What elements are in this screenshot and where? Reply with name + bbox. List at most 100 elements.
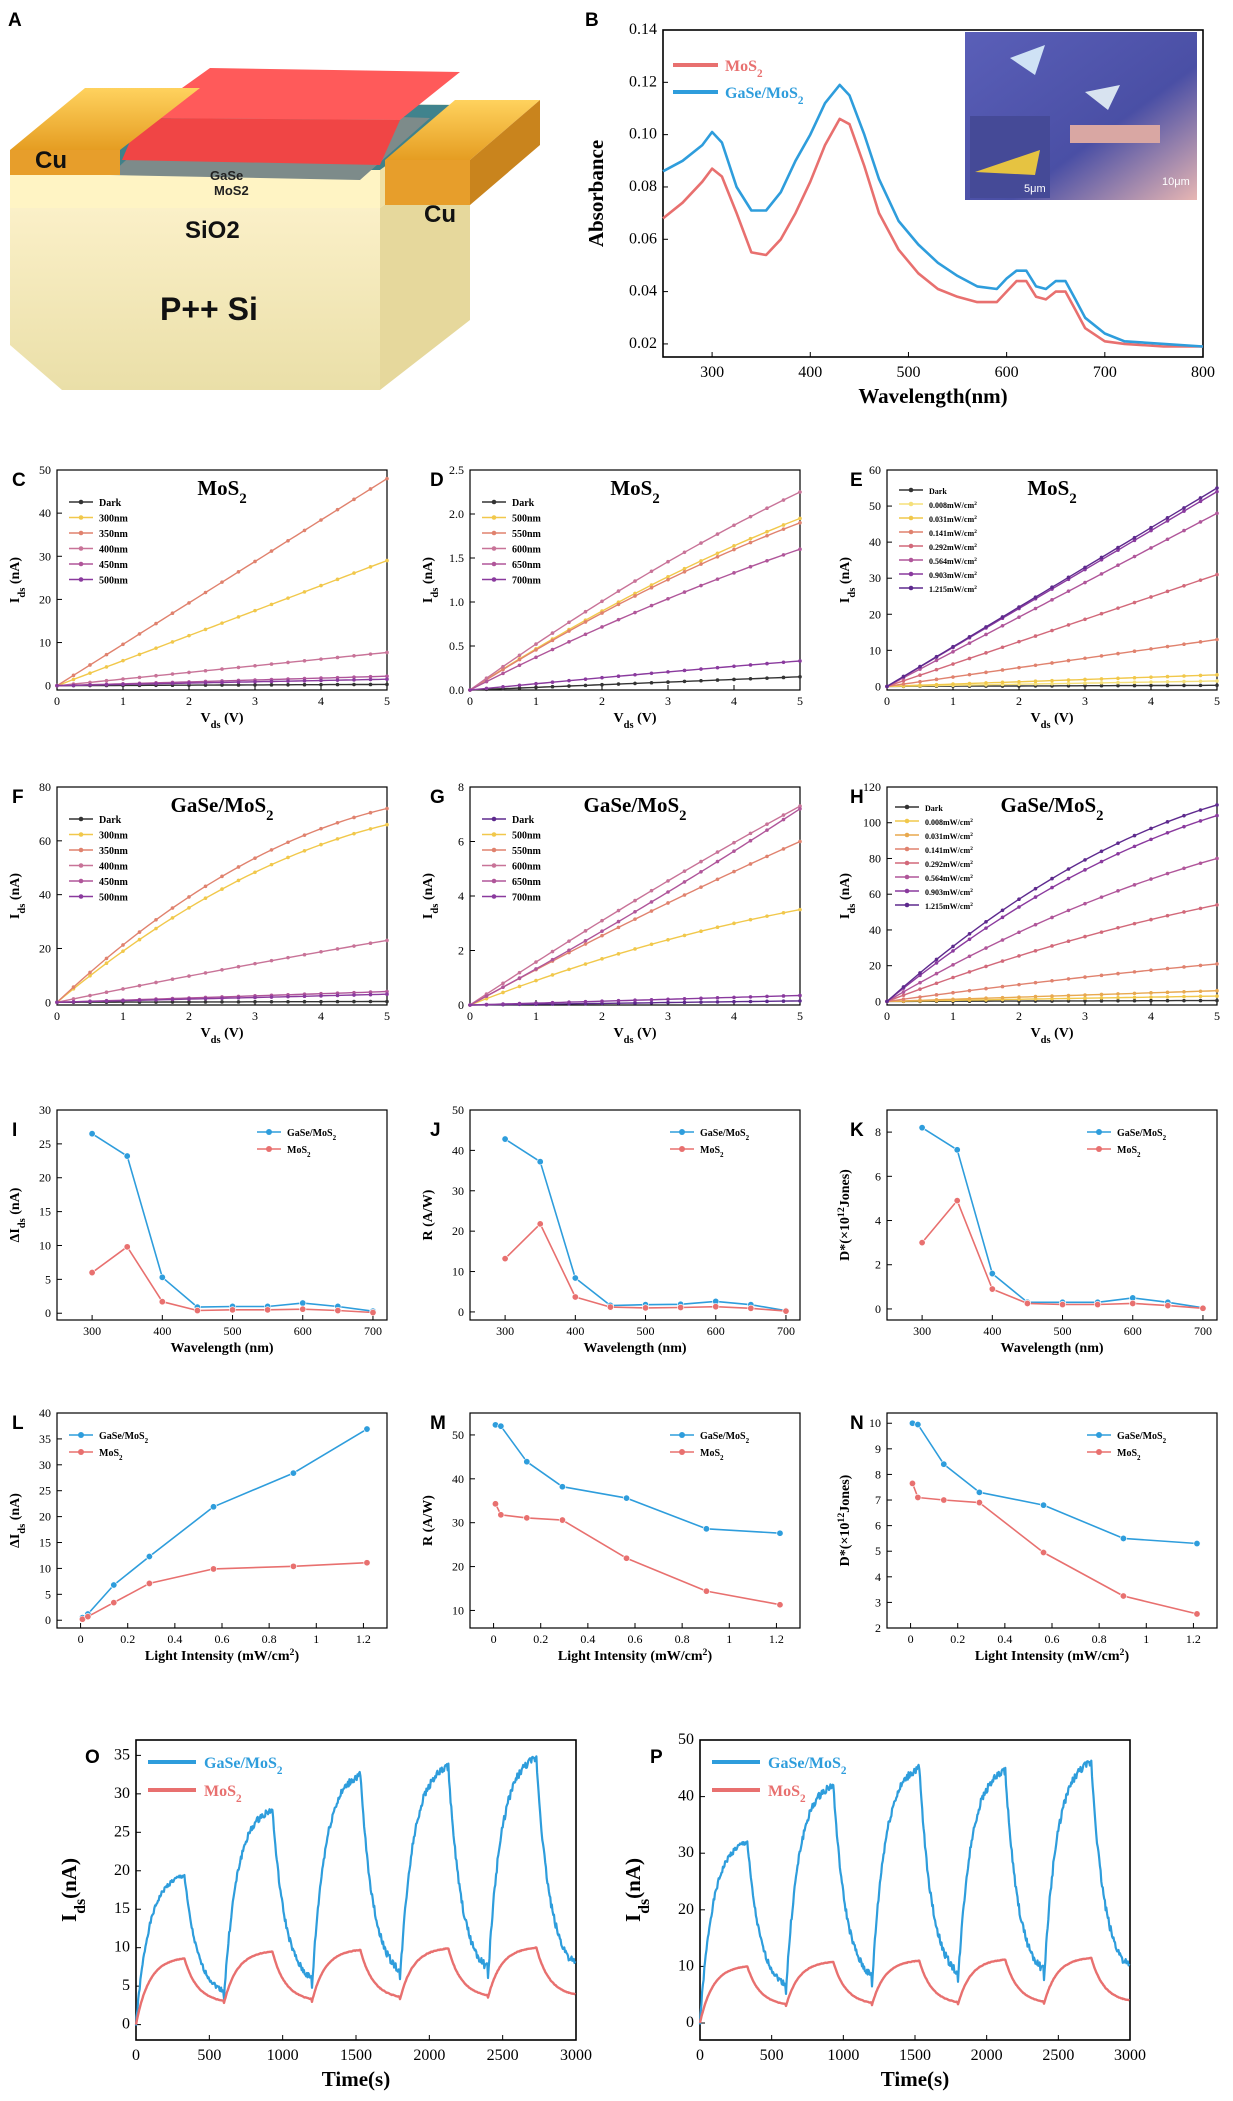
y-tick-label: 7 — [875, 1493, 881, 1507]
y-tick-label: 40 — [869, 923, 881, 937]
chart-g: 0 1 2 3 4 5 0 2 4 6 8 Vds (V) Ids (nA) G GaSe/MoS2 Dark… — [421, 780, 803, 1046]
iv-marker — [600, 625, 604, 629]
metric-line — [921, 1199, 1204, 1310]
y-axis-label: ΔIds (nA) — [8, 1187, 28, 1242]
iv-marker — [484, 994, 489, 998]
iv-marker — [798, 907, 802, 912]
iv-marker — [1033, 949, 1038, 953]
iv-marker — [666, 997, 670, 1002]
iv-marker — [154, 980, 158, 985]
iv-marker — [934, 658, 939, 663]
iv-marker — [154, 926, 158, 931]
y-tick-label: 50 — [452, 1103, 464, 1117]
iv-marker — [1000, 668, 1005, 672]
iv-marker — [286, 955, 290, 960]
legend-label: 0.031mW/cm2 — [925, 832, 973, 841]
iv-marker — [368, 990, 373, 994]
iv-marker — [1215, 637, 1219, 642]
iv-marker — [984, 920, 988, 924]
iv-marker — [269, 958, 274, 963]
iv-marker — [335, 993, 340, 998]
iv-marker — [220, 1000, 224, 1004]
metric-point — [88, 1130, 96, 1138]
y-tick-label: 20 — [452, 1224, 464, 1238]
x-tick-label: 1 — [120, 1009, 126, 1023]
iv-marker — [187, 670, 191, 675]
iv-marker — [1149, 683, 1153, 688]
iv-marker — [1132, 683, 1137, 688]
iv-marker — [1066, 678, 1071, 682]
metric-point — [84, 1613, 92, 1621]
iv-marker — [1050, 885, 1054, 890]
legend-marker — [1096, 1129, 1102, 1135]
y-tick-label: 40 — [39, 1406, 51, 1420]
iv-marker — [699, 559, 703, 563]
metric-point — [1094, 1301, 1102, 1309]
iv-marker — [732, 547, 736, 552]
iv-marker — [1000, 984, 1005, 989]
iv-marker — [1132, 538, 1137, 543]
iv-marker — [934, 993, 939, 997]
iv-marker — [137, 682, 142, 686]
chart-o: 0 500 1000 1500 2000 2500 3000 0 5 10 15 20 25 30 35 Ti… — [57, 1739, 592, 2091]
y-tick-label: 100 — [863, 816, 881, 830]
legend-label: GaSe/MoS2 — [700, 1431, 750, 1445]
iv-marker — [1215, 962, 1219, 966]
legend-marker — [491, 863, 497, 868]
legend-marker — [266, 1146, 272, 1152]
metric-point — [702, 1587, 710, 1595]
metric-point — [940, 1496, 948, 1504]
iv-marker — [1099, 611, 1104, 616]
iv-marker — [187, 633, 191, 638]
iv-marker — [1066, 658, 1071, 663]
x-tick-label: 700 — [364, 1324, 382, 1338]
iv-marker — [1017, 665, 1021, 670]
plot-frame — [886, 786, 1218, 1006]
metric-point — [988, 1285, 996, 1293]
iv-marker — [1165, 913, 1170, 918]
metric-point — [299, 1299, 307, 1307]
iv-marker — [236, 964, 241, 969]
metric-point — [88, 1269, 96, 1277]
iv-marker — [567, 640, 571, 644]
x-axis-label: Wavelength (nm) — [583, 1341, 686, 1356]
y-tick-label: 0.5 — [449, 639, 464, 653]
metric-point — [501, 1135, 509, 1143]
iv-marker — [798, 993, 802, 998]
iv-marker — [88, 993, 92, 998]
iv-marker — [154, 681, 158, 686]
iv-marker — [798, 804, 802, 808]
x-tick-label: 1500 — [340, 2047, 372, 2064]
iv-marker — [319, 842, 323, 847]
iv-marker — [220, 580, 224, 584]
iv-marker — [55, 1000, 59, 1005]
iv-marker — [748, 676, 753, 681]
iv-marker — [236, 996, 241, 1000]
iv-marker — [1000, 645, 1005, 650]
iv-marker — [616, 682, 621, 686]
legend-marker — [908, 501, 914, 507]
iv-marker — [781, 847, 786, 851]
y-tick-label: 10 — [452, 1265, 464, 1279]
x-tick-label: 2500 — [1042, 2047, 1074, 2064]
x-tick-label: 500 — [760, 2047, 784, 2064]
metric-point — [210, 1503, 218, 1511]
metric-line — [82, 1428, 368, 1619]
x-tick-label: 0.6 — [215, 1632, 230, 1646]
iv-marker — [534, 1001, 538, 1005]
iv-marker — [220, 996, 224, 1001]
y-tick-label: 0 — [122, 2016, 130, 2033]
metric-point — [918, 1239, 926, 1247]
iv-marker — [550, 949, 555, 954]
iv-marker — [335, 675, 340, 680]
x-tick-label: 3 — [665, 694, 671, 708]
iv-marker — [253, 961, 257, 966]
iv-marker — [1182, 674, 1186, 678]
iv-marker — [203, 668, 208, 673]
iv-marker — [967, 656, 972, 661]
y-tick-label: 0.08 — [629, 178, 657, 195]
iv-marker — [1165, 871, 1170, 876]
y-tick-label: 35 — [39, 1432, 51, 1446]
iv-marker — [649, 585, 654, 590]
iv-marker — [319, 826, 323, 831]
